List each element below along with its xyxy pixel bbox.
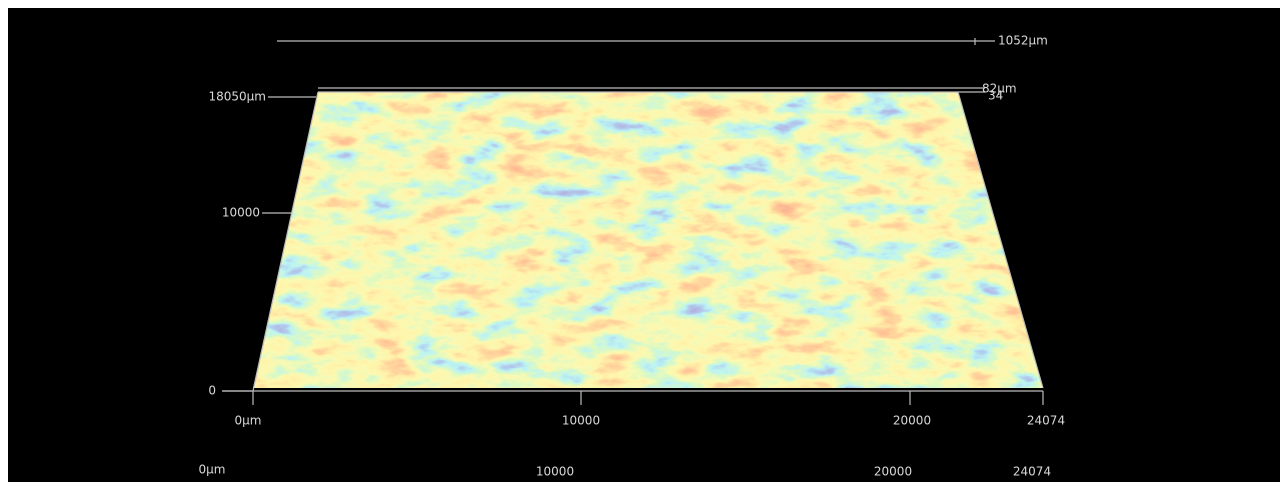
bottom-label: 0µm xyxy=(199,463,226,477)
surface xyxy=(240,85,1060,395)
bottom-label: 10000 xyxy=(536,465,574,479)
x-label: 20000 xyxy=(893,414,931,428)
y-label: 10000 xyxy=(222,206,260,220)
top-label: 34 xyxy=(988,89,1003,103)
viewer: 1052µm 82µm 34 18050µm 10000 0 0µm 10000… xyxy=(0,0,1287,482)
y-label: 0 xyxy=(208,384,216,398)
bottom-label: 24074 xyxy=(1013,465,1051,479)
x-label: 0µm xyxy=(235,414,262,428)
z-label: 1052µm xyxy=(998,34,1048,48)
x-label: 24074 xyxy=(1027,414,1065,428)
y-label: 18050µm xyxy=(209,90,267,104)
x-label: 10000 xyxy=(562,414,600,428)
bottom-label: 20000 xyxy=(874,465,912,479)
